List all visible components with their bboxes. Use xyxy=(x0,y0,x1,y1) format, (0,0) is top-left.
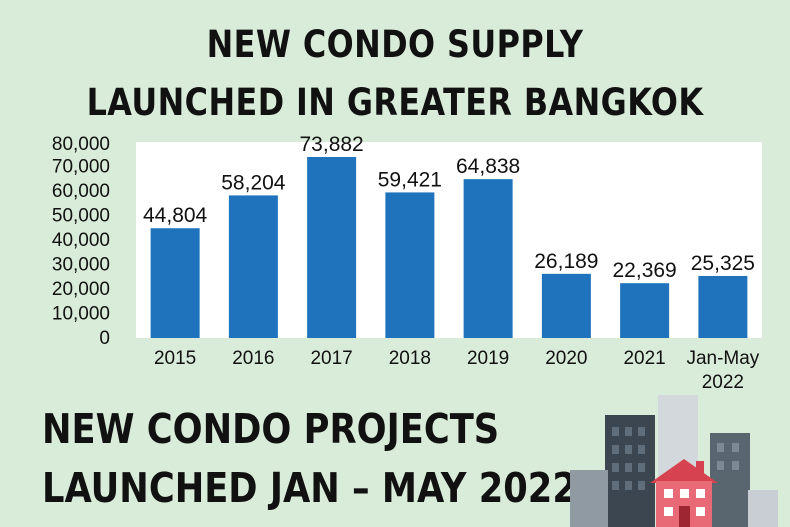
building-grey-left xyxy=(570,470,608,527)
house-door xyxy=(679,506,690,527)
bar xyxy=(385,192,435,338)
x-category-label: 2016 xyxy=(232,348,274,369)
house-chimney xyxy=(696,461,704,475)
data-label: 25,325 xyxy=(691,252,755,275)
x-category-label: 2019 xyxy=(467,348,509,369)
y-tick-label: 40,000 xyxy=(52,230,110,251)
house-windows xyxy=(664,489,705,516)
data-label: 59,421 xyxy=(378,168,442,191)
bar xyxy=(463,179,513,338)
building-light-right xyxy=(748,490,778,527)
x-category-label: 2018 xyxy=(389,348,431,369)
x-category-label: 2021 xyxy=(623,348,665,369)
y-tick-label: 30,000 xyxy=(52,255,110,276)
y-tick-label: 20,000 xyxy=(52,279,110,300)
x-category-label: 2017 xyxy=(310,348,352,369)
y-tick-label: 60,000 xyxy=(52,181,110,202)
city-buildings-illustration xyxy=(570,395,778,527)
data-label: 64,838 xyxy=(456,155,520,178)
y-tick-label: 80,000 xyxy=(52,134,110,155)
data-label: 73,882 xyxy=(300,133,364,156)
data-label: 26,189 xyxy=(534,250,598,273)
chart-title-line-2: LAUNCHED IN GREATER BANGKOK xyxy=(86,81,704,124)
y-tick-label: 10,000 xyxy=(52,304,110,325)
data-label: 44,804 xyxy=(143,204,208,227)
bar xyxy=(620,283,670,338)
house-roof xyxy=(650,459,718,483)
building-slate-right xyxy=(710,433,750,527)
bar xyxy=(307,156,357,338)
y-tick-label: 0 xyxy=(99,328,110,349)
bar xyxy=(150,228,200,338)
data-label: 22,369 xyxy=(613,259,677,282)
y-tick-label: 50,000 xyxy=(52,206,110,227)
bar xyxy=(698,275,748,338)
building-slate-right-windows xyxy=(717,443,739,470)
x-category-label: Jan-May 2022 xyxy=(686,348,759,393)
bar xyxy=(228,195,278,338)
section-title-line-2: LAUNCHED JAN – MAY 2022 xyxy=(42,464,577,512)
bar xyxy=(541,273,591,338)
section-title-line-1: NEW CONDO PROJECTS xyxy=(42,405,500,453)
x-category-label: 2020 xyxy=(545,348,587,369)
building-dark-left-windows xyxy=(612,427,645,490)
data-label: 58,204 xyxy=(221,171,286,194)
y-tick-label: 70,000 xyxy=(52,157,110,178)
x-category-label: 2015 xyxy=(154,348,196,369)
chart-title-line-1: NEW CONDO SUPPLY xyxy=(206,23,584,66)
bar-chart: 0 10,000 20,000 30,000 40,000 50,000 60,000 70,… xyxy=(52,133,762,393)
